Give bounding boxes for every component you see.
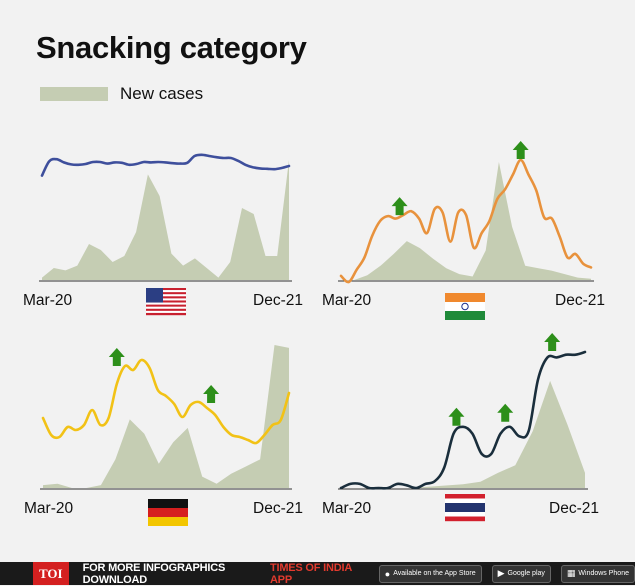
windows-icon: ▦ [566, 568, 576, 578]
google-play-label: Google play [507, 570, 545, 577]
up-arrow-icon [497, 403, 514, 422]
google-play-icon: ▶ [497, 568, 505, 578]
apple-icon: ● [384, 568, 391, 579]
chart-title: Snacking category [36, 30, 307, 65]
up-arrow-icon [391, 197, 408, 216]
snacking-line [40, 153, 291, 177]
thailand-flag-icon [445, 494, 485, 522]
google-play-badge[interactable]: ▶ Google play [491, 564, 551, 583]
x-label-start: Mar-20 [23, 292, 72, 309]
x-label-start: Mar-20 [322, 292, 371, 309]
windows-phone-badge[interactable]: ▦ Windows Phone [560, 564, 635, 583]
legend: New cases [40, 84, 203, 104]
new-cases-area [43, 345, 289, 488]
new-cases-area [42, 160, 289, 280]
footer-cta: FOR MORE INFOGRAPHICS DOWNLOAD [82, 561, 226, 586]
x-label-start: Mar-20 [322, 500, 371, 517]
legend-label: New cases [120, 84, 204, 103]
india-flag-icon [445, 293, 485, 320]
footer-banner[interactable]: TOI FOR MORE INFOGRAPHICS DOWNLOAD TIMES… [0, 561, 635, 586]
snacking-line [339, 350, 587, 490]
snacking-line [339, 158, 593, 284]
x-label-end: Dec-21 [549, 500, 599, 517]
new-cases-area [341, 162, 591, 280]
x-label-end: Dec-21 [253, 500, 303, 517]
legend-swatch [40, 87, 108, 101]
new-cases-area [341, 380, 585, 488]
up-arrow-icon [448, 407, 465, 426]
x-label-start: Mar-20 [24, 500, 73, 517]
snacking-line [41, 358, 291, 445]
x-label-end: Dec-21 [555, 292, 605, 309]
x-label-end: Dec-21 [253, 292, 303, 309]
up-arrow-icon [544, 333, 561, 351]
usa-flag-icon [146, 288, 186, 316]
up-arrow-icon [512, 141, 529, 159]
app-store-label: Available on the App Store [393, 570, 476, 577]
toi-logo: TOI [33, 562, 69, 585]
panel-india: Mar-20 Dec-21 [322, 141, 605, 309]
footer-cta-app: TIMES OF INDIA APP [269, 561, 352, 586]
panel-usa: Mar-20 Dec-21 [23, 153, 303, 309]
up-arrow-icon [203, 385, 220, 403]
app-store-badge[interactable]: ● Available on the App Store [378, 564, 482, 583]
windows-phone-label: Windows Phone [578, 570, 629, 577]
germany-flag-icon [148, 499, 188, 526]
panel-germany: Mar-20 Dec-21 [24, 345, 303, 517]
up-arrow-icon [108, 348, 125, 366]
panel-thailand: Mar-20 Dec-21 [322, 333, 599, 517]
